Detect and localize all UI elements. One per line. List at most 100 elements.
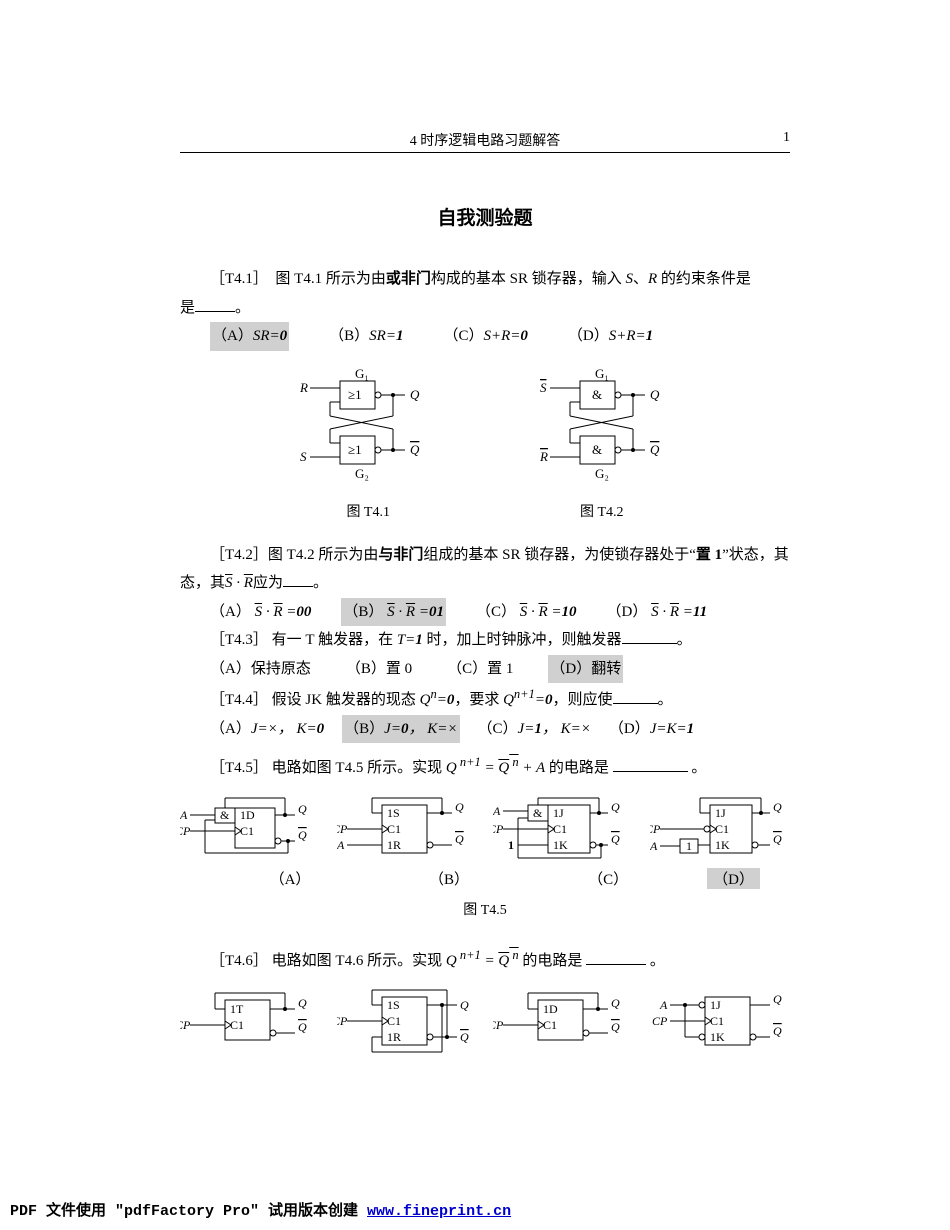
page-number: 1 (760, 130, 790, 150)
option-a: （A）保持原态 (210, 655, 311, 684)
option-d: （D）翻转 (548, 655, 623, 684)
svg-text:1: 1 (508, 838, 514, 852)
svg-text:≥1: ≥1 (348, 387, 362, 402)
svg-text:C1: C1 (387, 822, 401, 836)
svg-text:1R: 1R (387, 1030, 401, 1044)
svg-text:G₁: G₁ (355, 366, 369, 381)
options-t4-4: （A）J=×， K=0 （B）J=0， K=× （C）J=1， K=× （D）J… (210, 715, 790, 744)
circuit-b: 1SC11R CP A Q Q (337, 793, 477, 863)
svg-text:Q: Q (455, 800, 464, 814)
circuit-labels-t4-5: （A） （B） （C） （D） (230, 868, 760, 889)
question-t4-5: ［T4.5］ 电路如图 T4.5 所示。实现 Q n+1 = Q n + A 的… (180, 751, 790, 783)
svg-text:1S: 1S (387, 998, 400, 1012)
svg-text:Q: Q (410, 387, 420, 402)
svg-text:A: A (650, 839, 658, 853)
svg-text:Q: Q (611, 996, 620, 1010)
svg-text:1K: 1K (715, 838, 730, 852)
svg-text:A: A (493, 804, 501, 818)
svg-text:1K: 1K (710, 1030, 725, 1044)
svg-text:Q: Q (298, 1020, 307, 1034)
svg-text:1J: 1J (715, 806, 726, 820)
svg-text:Q: Q (298, 828, 307, 842)
figure-captions-1-2: 图 T4.1 图 T4.2 (180, 501, 790, 521)
svg-text:A: A (180, 808, 188, 822)
svg-text:S: S (300, 449, 307, 464)
figures-t4-5: & 1DC1 A CP Q Q 1SC11R CP A Q Q & 1JC11K (180, 793, 790, 863)
svg-text:1R: 1R (387, 838, 401, 852)
svg-text:≥1: ≥1 (348, 442, 362, 457)
svg-text:1D: 1D (543, 1002, 558, 1016)
svg-text:R: R (540, 449, 548, 464)
svg-text:1J: 1J (710, 998, 721, 1012)
option-a: （A） S · R =00 (210, 598, 311, 627)
svg-text:C1: C1 (387, 1014, 401, 1028)
svg-text:CP: CP (493, 822, 504, 836)
option-c: （C）S+R=0 (443, 322, 527, 351)
section-title: 自我测验题 (180, 203, 790, 230)
question-t4-6: ［T4.6］ 电路如图 T4.6 所示。实现 Q n+1 = Q n 的电路是 … (180, 944, 790, 976)
option-b: （B）J=0， K=× (342, 715, 459, 744)
svg-text:CP: CP (652, 1014, 668, 1028)
svg-text:Q: Q (455, 832, 464, 846)
figure-t4-2: G₁ & Q S & Q R G₂ (540, 366, 670, 496)
option-c: （C）置 1 (447, 655, 513, 684)
option-b: （B）置 0 (346, 655, 412, 684)
option-d: （D）S+R=1 (568, 322, 653, 351)
svg-text:CP: CP (650, 822, 661, 836)
svg-text:1: 1 (686, 839, 692, 853)
question-t4-1: ［T4.1］ 图 T4.1 所示为由或非门构成的基本 SR 锁存器，输入 S、R… (180, 265, 790, 294)
option-a: （A）SR=0 (210, 322, 289, 351)
svg-text:Q: Q (773, 992, 782, 1006)
svg-text:R: R (300, 380, 308, 395)
svg-text:Q: Q (611, 800, 620, 814)
svg-text:Q: Q (460, 998, 469, 1012)
svg-text:C1: C1 (230, 1018, 244, 1032)
figure-t4-1: G₁ ≥1 Q R ≥1 Q S G₂ (300, 366, 430, 496)
svg-text:S: S (540, 380, 547, 395)
svg-text:Q: Q (773, 832, 782, 846)
svg-text:Q: Q (650, 387, 660, 402)
option-b: （B）SR=1 (329, 322, 403, 351)
svg-text:Q: Q (460, 1030, 469, 1044)
figures-t4-6: 1T C1 CP Q Q 1S C1 1R CP Q Q 1D C1 CP Q Q (180, 985, 790, 1060)
option-d: （D）J=K=1 (609, 715, 694, 744)
pdf-footer: PDF 文件使用 "pdfFactory Pro" 试用版本创建 www.fin… (10, 1199, 511, 1220)
chapter-title: 4 时序逻辑电路习题解答 (210, 130, 760, 150)
svg-text:G₂: G₂ (355, 466, 369, 481)
svg-text:1D: 1D (240, 808, 255, 822)
svg-text:Q: Q (410, 442, 420, 457)
svg-text:C1: C1 (543, 1018, 557, 1032)
circuit-d: 1JC11K CP 1 A Q Q (650, 793, 790, 863)
svg-text:C1: C1 (553, 822, 567, 836)
question-t4-2: ［T4.2］图 T4.2 所示为由与非门组成的基本 SR 锁存器，为使锁存器处于… (180, 541, 790, 570)
svg-text:C1: C1 (240, 824, 254, 838)
svg-text:&: & (592, 387, 602, 402)
options-t4-1: （A）SR=0 （B）SR=1 （C）S+R=0 （D）S+R=1 (210, 322, 790, 351)
svg-text:1T: 1T (230, 1002, 244, 1016)
circuit-c: & 1JC11K A CP 1 Q Q (493, 793, 633, 863)
svg-text:CP: CP (180, 824, 191, 838)
svg-text:&: & (533, 806, 543, 820)
svg-text:&: & (220, 808, 230, 822)
footer-link[interactable]: www.fineprint.cn (367, 1203, 511, 1220)
option-c: （C）J=1， K=× (478, 715, 591, 744)
svg-text:A: A (337, 838, 345, 852)
page-header: 4 时序逻辑电路习题解答 1 (180, 130, 790, 153)
svg-text:CP: CP (337, 822, 348, 836)
svg-text:CP: CP (493, 1018, 504, 1032)
circuit-6b: 1S C1 1R CP Q Q (337, 985, 477, 1060)
svg-text:C1: C1 (715, 822, 729, 836)
svg-text:CP: CP (337, 1014, 348, 1028)
option-a: （A）J=×， K=0 (210, 715, 324, 744)
question-t4-2-line2: 态，其S · R应为。 (180, 569, 790, 598)
svg-text:Q: Q (773, 1024, 782, 1038)
question-t4-1-line2: 是。 (180, 294, 790, 323)
svg-text:&: & (592, 442, 602, 457)
circuit-6c: 1D C1 CP Q Q (493, 985, 633, 1055)
circuit-a: & 1DC1 A CP Q Q (180, 793, 320, 863)
svg-text:Q: Q (650, 442, 660, 457)
option-d: （D） S · R =11 (607, 598, 708, 627)
svg-text:C1: C1 (710, 1014, 724, 1028)
svg-text:Q: Q (611, 1020, 620, 1034)
circuit-6d: 1JC11K A CP Q Q (650, 985, 790, 1055)
